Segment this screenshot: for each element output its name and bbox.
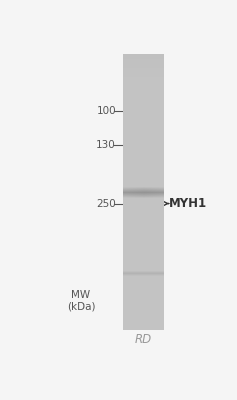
Text: MYH1: MYH1 [169, 197, 207, 210]
Text: 100: 100 [96, 106, 116, 116]
Text: 130: 130 [96, 140, 116, 150]
Text: 250: 250 [96, 198, 116, 208]
Text: MW
(kDa): MW (kDa) [67, 290, 95, 311]
Text: RD: RD [135, 332, 152, 346]
